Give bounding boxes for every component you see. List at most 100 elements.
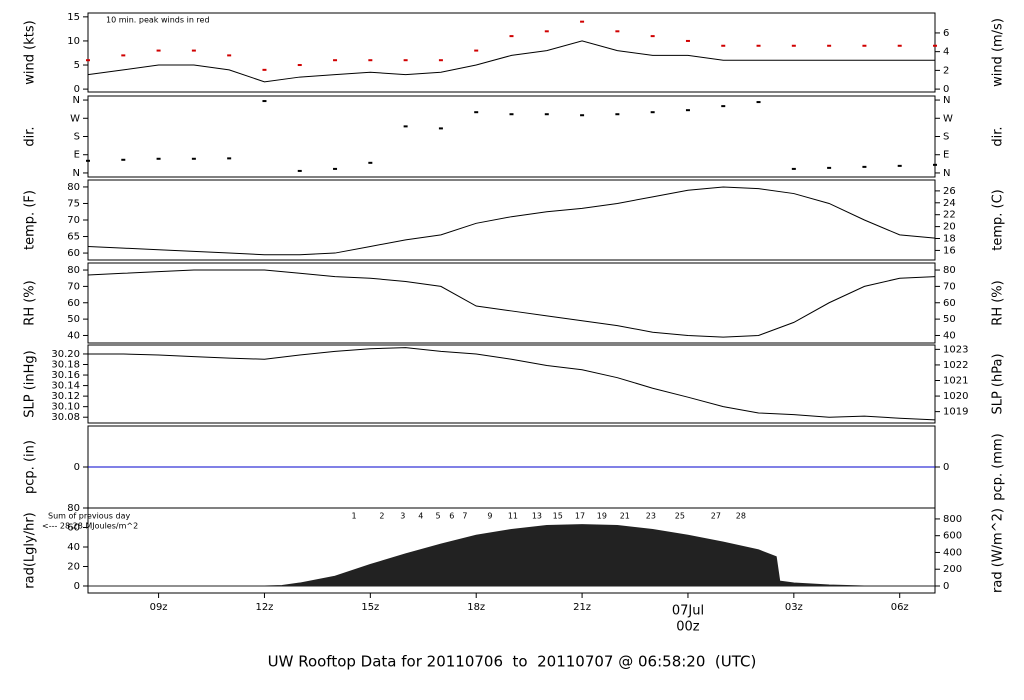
data-point: [474, 111, 479, 114]
data-point: [791, 44, 796, 47]
y2-tick-label: 2: [943, 65, 949, 76]
y-tick-label: 80: [67, 503, 80, 514]
x-tick-label: 21z: [573, 602, 591, 613]
y2-tick-label: 200: [943, 564, 962, 575]
y-axis-label: RH (%): [23, 280, 38, 325]
y2-tick-label: 50: [943, 314, 956, 325]
y2-tick-label: 80: [943, 265, 956, 276]
sun-mark: 23: [646, 512, 656, 521]
data-point: [191, 157, 196, 160]
y-tick-label: S: [74, 132, 80, 143]
sun-mark: 17: [575, 512, 585, 521]
y2-axis-label: SLP (hPa): [991, 353, 1006, 414]
data-point: [86, 159, 90, 162]
data-point: [297, 64, 302, 67]
data-point: [862, 165, 867, 168]
data-point: [368, 59, 373, 62]
panel-frame: [87, 12, 936, 93]
data-point: [262, 68, 267, 71]
y-axis-label: wind (kts): [23, 20, 38, 84]
y2-axis-label: RH (%): [991, 280, 1006, 325]
y-axis-label: rad(Lgly/hr): [23, 512, 38, 588]
data-point: [156, 49, 161, 52]
y2-tick-label: 24: [943, 198, 956, 209]
y2-tick-label: 1021: [943, 375, 968, 386]
y-axis-label: pcp. (in): [23, 440, 38, 494]
data-point: [615, 113, 620, 116]
panel-frame: [87, 344, 936, 424]
y2-tick-label: 4: [943, 47, 949, 58]
data-point: [474, 49, 479, 52]
x-tick-label: 06z: [891, 602, 909, 613]
y-tick-label: 60: [67, 522, 80, 533]
y2-tick-label: 22: [943, 210, 956, 221]
y2-tick-label: 0: [943, 84, 949, 95]
y-tick-label: 75: [67, 198, 80, 209]
data-point: [333, 167, 338, 170]
sun-mark: 5: [436, 512, 441, 521]
data-point: [615, 30, 620, 33]
y-axis-label: dir.: [23, 126, 38, 146]
y2-axis-label: dir.: [991, 126, 1006, 146]
y2-tick-label: 60: [943, 298, 956, 309]
data-point: [756, 101, 761, 104]
y2-tick-label: W: [943, 113, 953, 124]
y2-tick-label: 20: [943, 222, 956, 233]
data-point: [438, 127, 443, 130]
y2-tick-label: 16: [943, 245, 956, 256]
data-point: [827, 166, 832, 169]
data-point: [121, 158, 126, 161]
y2-axis-label: wind (m/s): [991, 18, 1006, 87]
y-tick-label: 70: [67, 215, 80, 226]
data-point: [227, 54, 232, 57]
data-point: [509, 113, 514, 116]
data-point: [756, 44, 761, 47]
y-tick-label: 60: [67, 248, 80, 259]
data-point: [333, 59, 338, 62]
data-point: [509, 35, 514, 38]
y-tick-label: 20: [67, 561, 80, 572]
data-point: [580, 114, 585, 117]
sun-mark: 3: [400, 512, 405, 521]
data-point: [368, 161, 373, 164]
y-tick-label: 70: [67, 281, 80, 292]
y-tick-label: W: [70, 113, 80, 124]
y2-tick-label: 26: [943, 186, 956, 197]
y-tick-label: 30.20: [51, 349, 80, 360]
x-tick-label: 03z: [785, 602, 803, 613]
x-tick-label: 00z: [676, 620, 700, 635]
x-tick-label: 09z: [150, 602, 168, 613]
annotation: 10 min. peak winds in red: [106, 16, 210, 25]
y2-tick-label: 0: [943, 581, 949, 592]
y2-tick-label: N: [943, 95, 950, 106]
series-line: [88, 347, 936, 421]
data-point: [650, 35, 655, 38]
data-point: [933, 44, 937, 47]
data-point: [791, 167, 796, 170]
sun-mark: 6: [449, 512, 454, 521]
y-tick-label: 80: [67, 265, 80, 276]
y-tick-label: 15: [67, 12, 80, 23]
data-point: [827, 44, 832, 47]
y-tick-label: 30.08: [51, 412, 80, 423]
data-point: [403, 125, 408, 128]
y2-tick-label: 40: [943, 330, 956, 341]
y2-tick-label: S: [943, 132, 949, 143]
y2-tick-label: E: [943, 150, 949, 161]
annotation: Sum of previous day: [48, 512, 130, 521]
data-point: [580, 20, 585, 23]
sun-mark: 28: [736, 512, 746, 521]
y2-tick-label: 18: [943, 234, 956, 245]
y-tick-label: 5: [74, 60, 80, 71]
data-point: [721, 105, 726, 108]
panel-frame: [87, 262, 936, 344]
y2-tick-label: 600: [943, 531, 962, 542]
sun-mark: 1: [352, 512, 357, 521]
y-tick-label: 10: [67, 36, 80, 47]
panel-frame: [87, 95, 936, 178]
y2-tick-label: 400: [943, 547, 962, 558]
y-tick-label: 50: [67, 314, 80, 325]
data-point: [297, 169, 302, 172]
y2-axis-label: rad (W/m^2): [991, 508, 1006, 593]
